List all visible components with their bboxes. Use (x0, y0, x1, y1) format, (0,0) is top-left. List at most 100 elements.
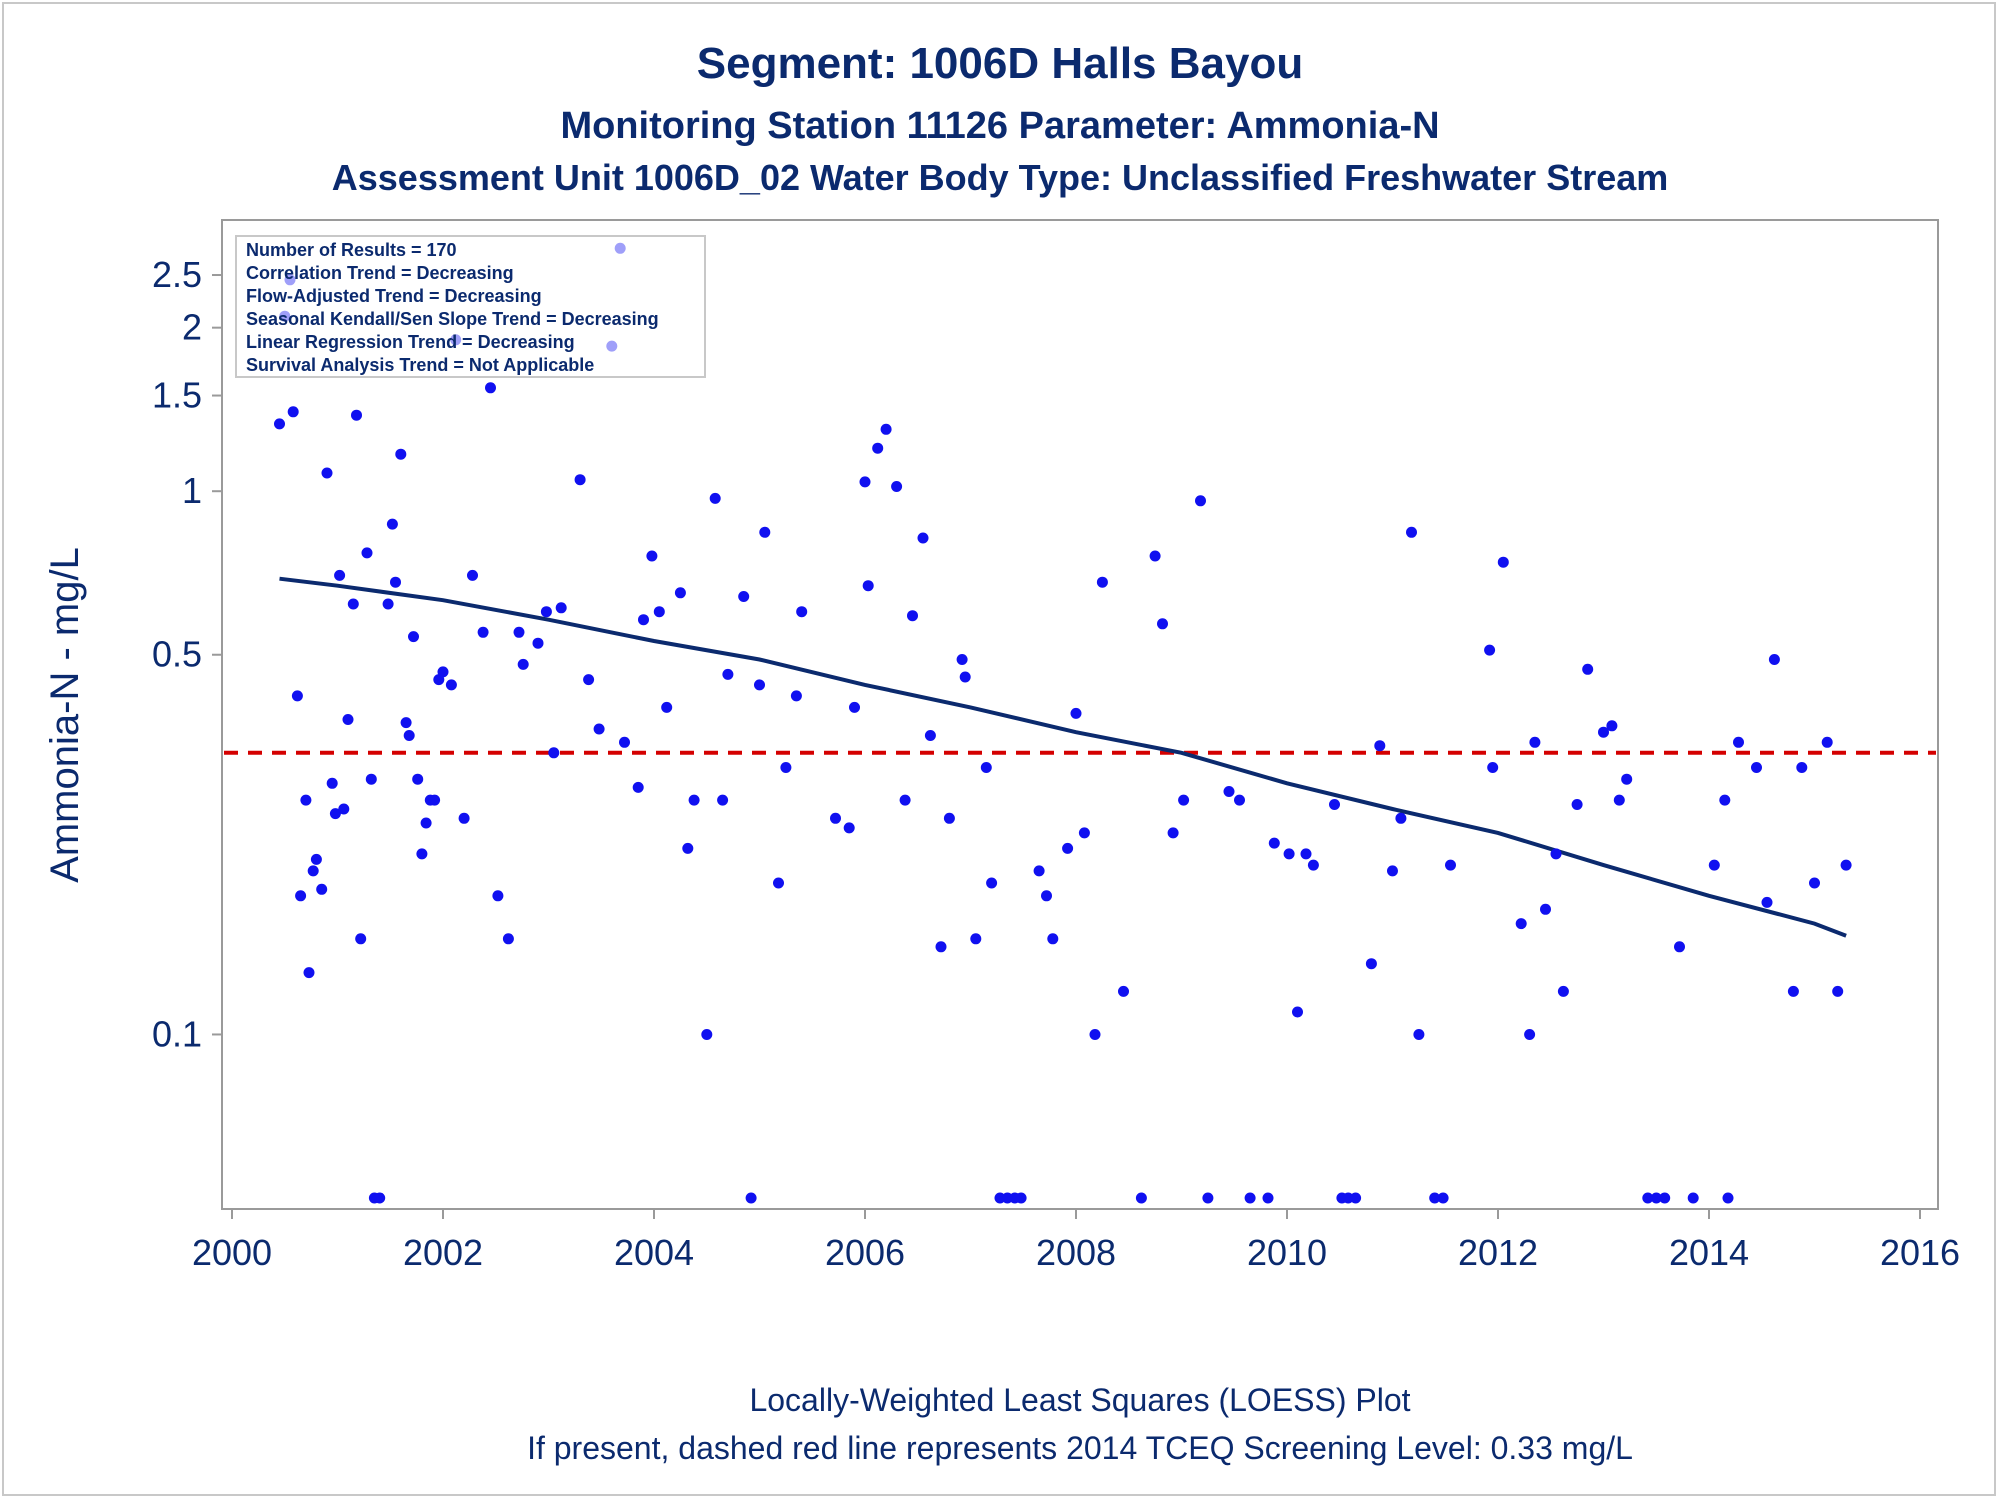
data-point (532, 637, 544, 649)
data-point (1365, 958, 1377, 970)
x-axis: 2000 2002 2004 2006 2008 2010 2012 2014 2016 (192, 1209, 1960, 1273)
data-point (1821, 736, 1833, 748)
data-point (917, 532, 929, 544)
data-point (1070, 707, 1082, 719)
y-tick-label: 2 (182, 307, 202, 348)
data-point (351, 409, 362, 421)
data-point (1157, 618, 1168, 630)
data-point (1300, 848, 1312, 860)
data-point (1149, 550, 1161, 562)
data-point (1613, 794, 1625, 806)
inset-line-linear-regression: Linear Regression Trend = Decreasing (246, 332, 575, 352)
data-point (403, 730, 415, 741)
x-tick-label: 2010 (1247, 1232, 1327, 1273)
chart-subtitle-2: Assessment Unit 1006D_02 Water Body Type… (332, 157, 1669, 198)
plot-area (221, 219, 1939, 1210)
x-tick-label: 2014 (1669, 1232, 1749, 1273)
data-point (956, 654, 968, 665)
data-point (1047, 933, 1059, 945)
data-point (970, 933, 982, 945)
inset-line-seasonal-kendall: Seasonal Kendall/Sen Slope Trend = Decre… (246, 309, 659, 329)
x-tick-label: 2000 (192, 1232, 272, 1273)
data-point (400, 717, 412, 729)
data-point (780, 762, 792, 773)
y-tick-label: 1 (182, 470, 202, 511)
data-point (321, 467, 333, 479)
data-point (862, 580, 874, 592)
y-tick-label: 1.5 (152, 375, 202, 416)
data-point (395, 448, 407, 460)
data-point (1642, 1192, 1654, 1204)
data-point (943, 812, 955, 824)
data-point (661, 701, 673, 713)
data-point (307, 865, 319, 877)
data-point (295, 890, 307, 902)
data-point (390, 576, 401, 588)
data-point (653, 606, 665, 618)
data-point (1387, 865, 1398, 877)
footnote-loess: Locally-Weighted Least Squares (LOESS) P… (749, 1382, 1410, 1418)
data-point (310, 853, 322, 865)
data-point (843, 822, 855, 834)
data-point (1202, 1192, 1214, 1204)
data-point (796, 606, 808, 618)
data-point (458, 812, 470, 824)
chart-subtitle: Monitoring Station 11126 Parameter: Ammo… (560, 105, 1439, 147)
data-point (593, 723, 605, 735)
data-point (408, 631, 419, 643)
data-point (891, 481, 903, 492)
data-point (790, 690, 802, 702)
data-point (1395, 812, 1407, 824)
data-point (382, 598, 394, 610)
data-point (1244, 1192, 1256, 1204)
data-point (1650, 1192, 1662, 1204)
data-point (420, 817, 432, 829)
data-point (959, 671, 971, 683)
data-point (830, 812, 841, 824)
data-point (365, 773, 377, 785)
data-point (1606, 720, 1618, 732)
data-point (935, 941, 947, 953)
data-point (1571, 799, 1583, 810)
data-point (1761, 896, 1773, 908)
data-point (412, 773, 424, 785)
data-point (759, 526, 771, 538)
data-point (326, 777, 338, 789)
data-point (872, 442, 884, 454)
data-point (445, 679, 457, 691)
y-tick-label: 0.5 (152, 634, 202, 675)
data-point (773, 877, 784, 889)
data-point (1515, 918, 1527, 930)
data-point (674, 587, 686, 599)
x-tick-label: 2016 (1880, 1232, 1960, 1273)
data-point (701, 1029, 713, 1040)
data-point (1598, 726, 1609, 738)
data-point (1406, 526, 1417, 538)
data-point (1524, 1029, 1536, 1040)
data-point (1722, 1192, 1734, 1204)
data-point (374, 1192, 386, 1204)
data-point (316, 883, 328, 895)
data-point (632, 781, 644, 793)
data-point (1195, 495, 1206, 507)
data-point (1041, 890, 1052, 902)
data-point (1484, 644, 1496, 656)
data-point (745, 1192, 757, 1204)
data-point (859, 476, 871, 488)
data-point (1497, 556, 1509, 568)
data-point (361, 547, 373, 559)
data-point (1719, 794, 1731, 806)
data-point (646, 550, 658, 562)
data-point (880, 423, 892, 435)
data-point (291, 690, 303, 702)
data-point (477, 626, 489, 638)
data-point (334, 569, 346, 581)
data-point (467, 569, 478, 581)
data-point (1550, 848, 1562, 860)
data-point (1062, 842, 1074, 854)
x-tick-label: 2012 (1458, 1232, 1538, 1273)
data-point (1413, 1029, 1425, 1040)
data-point (924, 730, 936, 741)
y-axis: 0.1 0.5 1 1.5 2 2.5 (152, 254, 222, 1054)
